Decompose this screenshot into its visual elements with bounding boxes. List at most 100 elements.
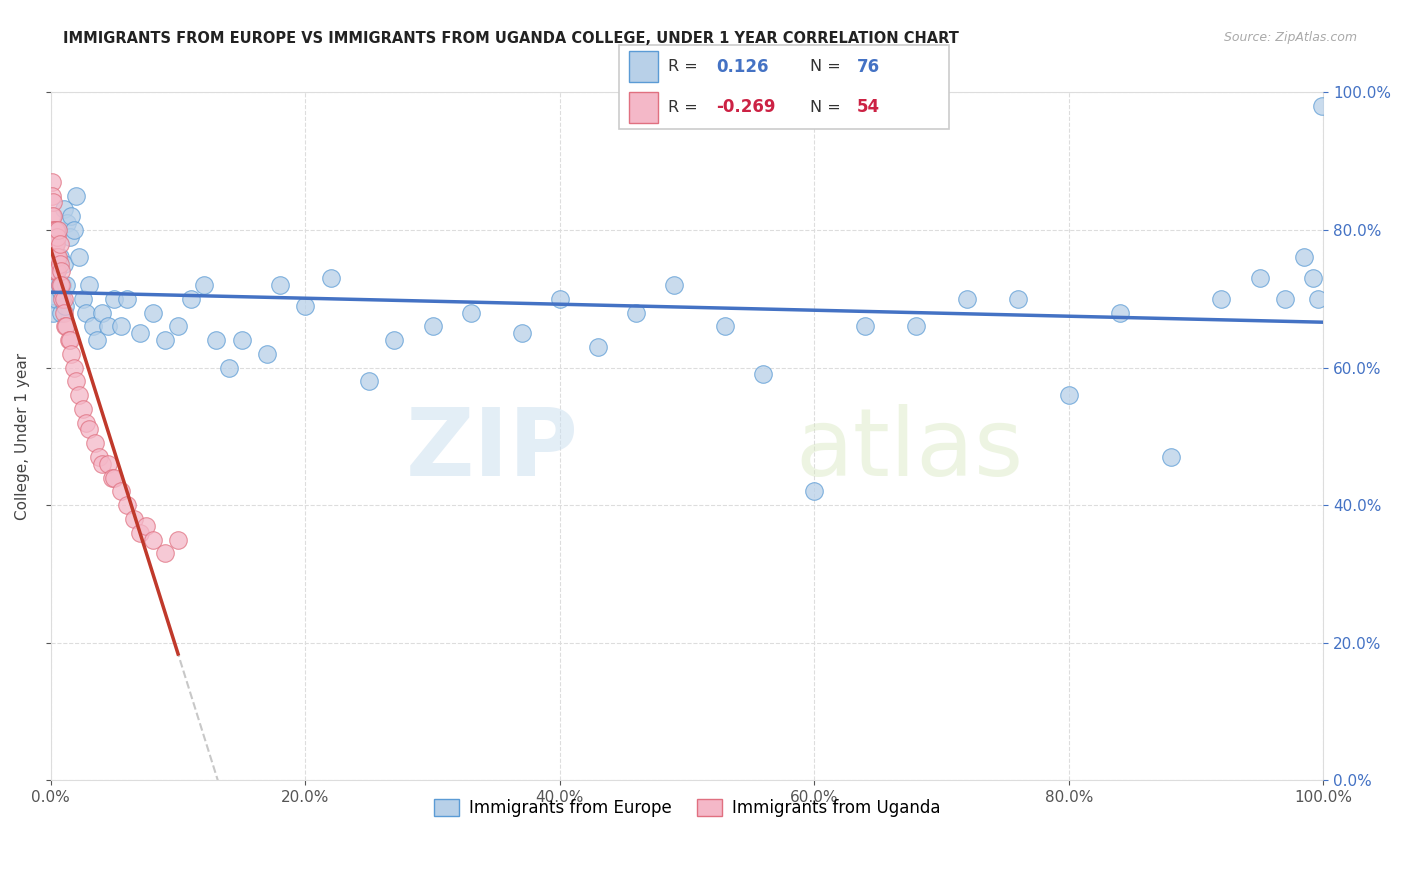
Point bbox=[59, 230, 82, 244]
Point bbox=[55, 277, 77, 292]
FancyBboxPatch shape bbox=[628, 92, 658, 122]
Point bbox=[142, 305, 165, 319]
Point bbox=[86, 333, 108, 347]
Point bbox=[51, 277, 73, 292]
Point bbox=[1160, 450, 1182, 464]
Point bbox=[167, 533, 190, 547]
Point bbox=[41, 292, 63, 306]
Point bbox=[46, 230, 69, 244]
Point bbox=[294, 299, 316, 313]
Point bbox=[205, 333, 228, 347]
Point bbox=[48, 223, 70, 237]
Text: N =: N = bbox=[810, 100, 846, 115]
Point bbox=[46, 264, 69, 278]
Text: IMMIGRANTS FROM EUROPE VS IMMIGRANTS FROM UGANDA COLLEGE, UNDER 1 YEAR CORRELATI: IMMIGRANTS FROM EUROPE VS IMMIGRANTS FRO… bbox=[63, 31, 959, 46]
Text: ZIP: ZIP bbox=[406, 404, 579, 496]
Point bbox=[1302, 271, 1324, 285]
Point bbox=[46, 251, 69, 265]
Point bbox=[44, 236, 66, 251]
Point bbox=[510, 326, 533, 340]
Point bbox=[103, 470, 125, 484]
Legend: Immigrants from Europe, Immigrants from Uganda: Immigrants from Europe, Immigrants from … bbox=[427, 792, 946, 823]
Text: N =: N = bbox=[810, 59, 846, 74]
Point bbox=[41, 188, 63, 202]
Point bbox=[45, 251, 67, 265]
Point bbox=[110, 484, 132, 499]
Point bbox=[48, 277, 70, 292]
Point bbox=[48, 236, 70, 251]
Text: 76: 76 bbox=[856, 58, 880, 76]
Point bbox=[101, 470, 124, 484]
Point bbox=[1308, 292, 1330, 306]
Point bbox=[42, 223, 65, 237]
Point bbox=[44, 251, 66, 265]
Point bbox=[44, 223, 66, 237]
Point bbox=[77, 277, 100, 292]
Point bbox=[45, 292, 67, 306]
Text: R =: R = bbox=[668, 100, 703, 115]
Text: R =: R = bbox=[668, 59, 703, 74]
Point bbox=[59, 333, 82, 347]
Point bbox=[42, 236, 65, 251]
Point bbox=[48, 257, 70, 271]
Point bbox=[42, 251, 65, 265]
Point bbox=[41, 175, 63, 189]
Point bbox=[46, 277, 69, 292]
Point bbox=[44, 236, 66, 251]
Point bbox=[135, 518, 157, 533]
Point bbox=[52, 202, 75, 217]
Point bbox=[956, 292, 979, 306]
Point bbox=[1249, 271, 1271, 285]
Point bbox=[110, 319, 132, 334]
Point bbox=[714, 319, 737, 334]
Point bbox=[1310, 99, 1333, 113]
Point bbox=[115, 292, 138, 306]
Point bbox=[664, 277, 686, 292]
Text: Source: ZipAtlas.com: Source: ZipAtlas.com bbox=[1223, 31, 1357, 45]
Text: 54: 54 bbox=[856, 98, 880, 116]
Point bbox=[122, 512, 145, 526]
Point bbox=[218, 360, 240, 375]
Point bbox=[45, 236, 67, 251]
Point bbox=[1108, 305, 1130, 319]
Point bbox=[155, 546, 177, 560]
Point bbox=[256, 347, 278, 361]
Point bbox=[42, 305, 65, 319]
Point bbox=[97, 319, 120, 334]
Point bbox=[48, 251, 70, 265]
Y-axis label: College, Under 1 year: College, Under 1 year bbox=[15, 352, 30, 520]
Point bbox=[48, 277, 70, 292]
FancyBboxPatch shape bbox=[619, 45, 949, 129]
Point bbox=[53, 299, 76, 313]
Point bbox=[167, 319, 190, 334]
Point bbox=[65, 374, 87, 388]
Point bbox=[1274, 292, 1296, 306]
Point bbox=[155, 333, 177, 347]
Point bbox=[46, 251, 69, 265]
Point bbox=[853, 319, 876, 334]
Point bbox=[49, 277, 72, 292]
Point bbox=[55, 319, 77, 334]
Point bbox=[905, 319, 928, 334]
Point bbox=[103, 292, 125, 306]
Point bbox=[41, 236, 63, 251]
Point bbox=[41, 223, 63, 237]
Point bbox=[84, 436, 107, 450]
Point bbox=[52, 257, 75, 271]
Point bbox=[65, 188, 87, 202]
Point bbox=[58, 333, 80, 347]
Point bbox=[90, 305, 112, 319]
Point bbox=[44, 264, 66, 278]
Point bbox=[1057, 388, 1080, 402]
Point bbox=[97, 457, 120, 471]
Point bbox=[803, 484, 825, 499]
Text: -0.269: -0.269 bbox=[716, 98, 776, 116]
Point bbox=[49, 264, 72, 278]
Point bbox=[1294, 251, 1316, 265]
Point bbox=[48, 257, 70, 271]
Point bbox=[67, 251, 90, 265]
Point bbox=[49, 305, 72, 319]
Point bbox=[269, 277, 291, 292]
Point bbox=[82, 319, 104, 334]
Point bbox=[41, 209, 63, 223]
